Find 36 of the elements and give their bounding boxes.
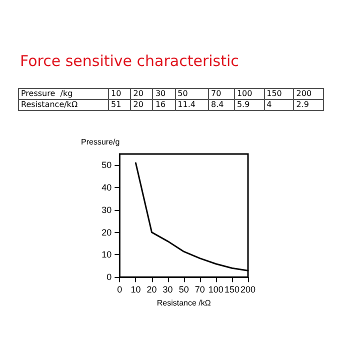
x-tick-label: 70 bbox=[194, 284, 205, 295]
text: 4 bbox=[266, 100, 272, 109]
text: 200 bbox=[296, 89, 312, 98]
text: 51 bbox=[111, 100, 122, 109]
y-tick-label: 0 bbox=[106, 272, 112, 282]
text: 2.9 bbox=[296, 100, 309, 109]
x-tick-label: 150 bbox=[224, 284, 240, 295]
y-tick-label: 20 bbox=[102, 227, 112, 238]
y-tick-label: 10 bbox=[102, 250, 112, 260]
x-tick-label: 30 bbox=[162, 284, 173, 295]
x-tick-label: 10 bbox=[130, 284, 141, 295]
y-tick-label: 50 bbox=[102, 160, 112, 170]
text: 30 bbox=[155, 89, 166, 98]
x-tick-label: 20 bbox=[146, 284, 157, 295]
category-label: Resistance/kΩ bbox=[21, 100, 78, 109]
text: 11.4 bbox=[178, 100, 196, 109]
x-tick-label: 50 bbox=[178, 284, 189, 295]
text: 50 bbox=[178, 89, 188, 98]
text: 20 bbox=[133, 100, 144, 109]
text: 16 bbox=[155, 100, 166, 109]
x-tick-label: 0 bbox=[117, 284, 122, 295]
y-tick-label: 30 bbox=[102, 204, 112, 215]
text: 70 bbox=[211, 89, 222, 98]
x-tick-label: 100 bbox=[208, 284, 224, 295]
text: 5.9 bbox=[236, 100, 250, 109]
text: 100 bbox=[236, 89, 252, 98]
x-tick-label: 200 bbox=[240, 284, 256, 295]
text: 20 bbox=[133, 89, 144, 98]
y-tick-label: 40 bbox=[102, 182, 112, 193]
y-axis-title: Pressure/g bbox=[80, 138, 120, 146]
category-label: Pressure /kg bbox=[21, 89, 73, 98]
text: Force sensitive characteristic bbox=[20, 52, 240, 70]
text: 8.4 bbox=[211, 100, 224, 109]
text: 10 bbox=[111, 89, 122, 98]
x-axis-title: Resistance /kΩ bbox=[156, 298, 211, 308]
text: 150 bbox=[266, 89, 282, 98]
